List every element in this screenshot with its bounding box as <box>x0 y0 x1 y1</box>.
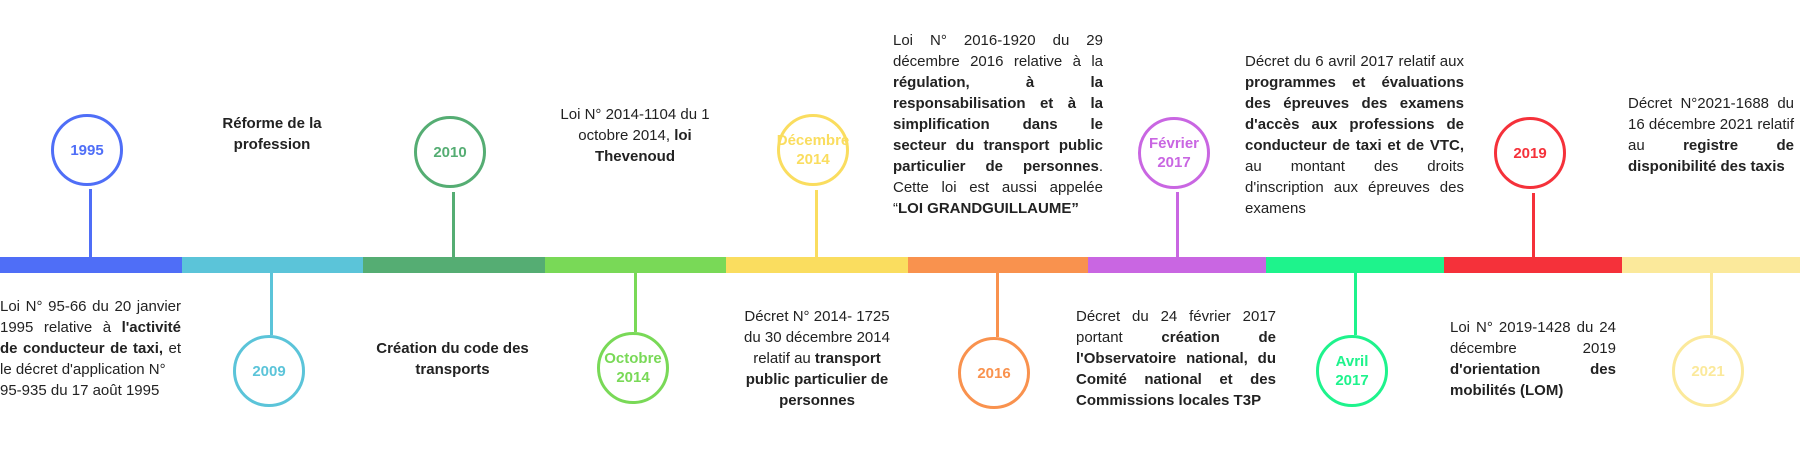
connector-feb-2017 <box>1176 192 1179 265</box>
event-description-2019: Loi N° 2019-1428 du 24 décembre 2019 d'o… <box>1450 319 1616 399</box>
event-description-2009: Réforme de la profession <box>222 115 322 153</box>
event-description-2021: Décret N°2021-1688 du 16 décembre 2021 r… <box>1628 95 1794 175</box>
timeline-segment-1995 <box>0 257 182 273</box>
timeline-segment-feb-2017 <box>1088 257 1266 273</box>
milestone-date-2016: 2016 <box>977 364 1011 382</box>
milestone-date-apr-2017: Avril 2017 <box>1335 353 1369 389</box>
milestone-date-1995: 1995 <box>70 141 104 159</box>
connector-2019 <box>1532 193 1535 265</box>
milestone-1995: 1995 <box>51 114 123 186</box>
milestone-date-oct-2014: Octobre 2014 <box>604 350 662 386</box>
milestone-dec-2014: Décembre 2014 <box>777 114 849 186</box>
connector-2009 <box>270 265 273 335</box>
event-description-apr-2017: Décret du 6 avril 2017 relatif aux progr… <box>1245 53 1464 217</box>
milestone-2021: 2021 <box>1672 335 1744 407</box>
milestone-2016: 2016 <box>958 337 1030 409</box>
milestone-2019: 2019 <box>1494 117 1566 189</box>
milestone-feb-2017: Février 2017 <box>1138 117 1210 189</box>
connector-apr-2017 <box>1354 265 1357 335</box>
timeline-segment-2019 <box>1444 257 1622 273</box>
timeline-segment-dec-2014 <box>726 257 908 273</box>
milestone-apr-2017: Avril 2017 <box>1316 335 1388 407</box>
milestone-date-2021: 2021 <box>1691 362 1725 380</box>
event-description-2016: Loi N° 2016-1920 du 29 décembre 2016 rel… <box>893 32 1103 217</box>
event-description-2010: Création du code des transports <box>376 340 529 378</box>
connector-2021 <box>1710 265 1713 335</box>
milestone-date-2009: 2009 <box>252 362 286 380</box>
timeline-segment-2010 <box>363 257 545 273</box>
connector-2016 <box>996 265 999 337</box>
event-description-dec-2014: Décret N° 2014- 1725 du 30 décembre 2014… <box>744 308 890 409</box>
connector-dec-2014 <box>815 190 818 265</box>
milestone-date-2019: 2019 <box>1513 144 1547 162</box>
milestone-date-dec-2014: Décembre 2014 <box>776 132 850 168</box>
event-description-feb-2017: Décret du 24 février 2017 portant créati… <box>1076 308 1276 409</box>
connector-2010 <box>452 192 455 265</box>
milestone-oct-2014: Octobre 2014 <box>597 332 669 404</box>
connector-1995 <box>89 189 92 265</box>
event-description-oct-2014: Loi N° 2014-1104 du 1 octobre 2014, loi … <box>560 106 710 165</box>
connector-oct-2014 <box>634 265 637 332</box>
milestone-date-feb-2017: Février 2017 <box>1148 135 1200 171</box>
milestone-2010: 2010 <box>414 116 486 188</box>
milestone-date-2010: 2010 <box>433 143 467 161</box>
event-description-1995: Loi N° 95-66 du 20 janvier 1995 relative… <box>0 298 181 399</box>
milestone-2009: 2009 <box>233 335 305 407</box>
